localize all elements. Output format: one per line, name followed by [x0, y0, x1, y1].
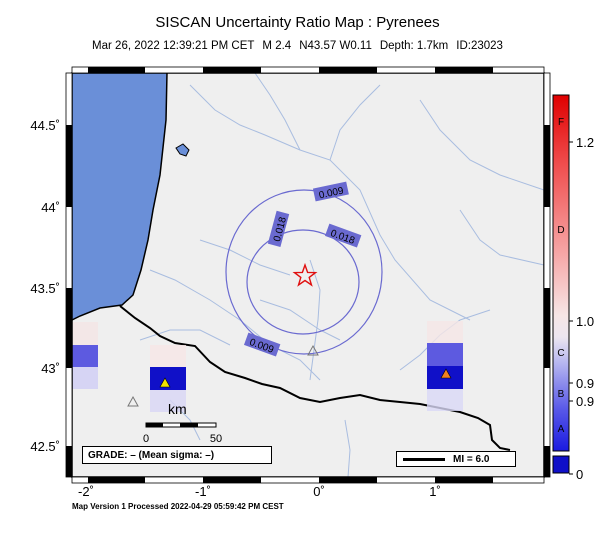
map-title: SISCAN Uncertainty Ratio Map : Pyrenees: [155, 14, 440, 31]
lat-label: 43˚: [41, 361, 60, 376]
coastline: [71, 72, 168, 321]
grade-label: C: [557, 348, 564, 359]
contour-labels: 0.009 0.018 0.018 0.009: [243, 181, 362, 357]
event-location: N43.57 W0.11: [299, 40, 372, 52]
stations: [127, 344, 452, 407]
scale-tick: 0: [143, 433, 149, 445]
colorbar-value: 0.9: [576, 376, 594, 391]
event-magnitude: M 2.4: [262, 40, 292, 52]
frame-ticks: [65, 66, 551, 484]
country-border: [119, 305, 511, 451]
contour-0009: [225, 189, 383, 355]
grade-box: GRADE: – (Mean sigma: –): [82, 446, 272, 464]
lon-label: -2˚: [78, 484, 94, 499]
contour-label: 0.009: [318, 185, 345, 201]
lat-label: 44˚: [41, 200, 60, 215]
scale-unit: km: [168, 401, 187, 417]
grade-label: B: [558, 389, 565, 400]
station-triangle-icon: [440, 368, 452, 379]
event-depth: Depth: 1.7km: [379, 40, 449, 52]
mi-text: MI = 6.0: [453, 454, 490, 465]
event-info: Mar 26, 2022 12:39:21 PM CET M 2.4 N43.57 …: [0, 40, 595, 52]
epicenter-star-icon: [292, 262, 318, 287]
grade-label: F: [558, 117, 564, 128]
lat-label: 43.5˚: [30, 281, 60, 296]
event-datetime: Mar 26, 2022 12:39:21 PM CET: [92, 40, 255, 52]
colorbar-grades: F D C B A: [557, 117, 564, 435]
contour-0018: [246, 229, 360, 335]
lat-label: 42.5˚: [30, 439, 60, 454]
colorbar-values: 1.2 1.0 0.9 0.9 0: [576, 135, 594, 482]
uncertainty-contours: [225, 189, 383, 355]
lon-label: -1˚: [195, 484, 211, 499]
lat-labels: 44.5˚ 44˚ 43.5˚ 43˚ 42.5˚: [30, 118, 60, 454]
mi-bar: [403, 458, 445, 461]
colorbar: F D C B A 1.2 1.0 0.9 0.9 0: [552, 94, 594, 482]
grade-label: D: [557, 225, 564, 236]
grade-label: A: [558, 424, 565, 435]
colorbar-value: 0.9: [576, 394, 594, 409]
scale-bar: km 0 50: [143, 401, 222, 445]
grid-cells: [72, 321, 463, 412]
station-triangle-icon: [127, 395, 139, 407]
grade-text: GRADE: – (Mean sigma: –): [88, 450, 215, 461]
station-triangle-icon: [159, 377, 171, 388]
colorbar-value: 1.0: [576, 314, 594, 329]
scale-tick: 50: [210, 433, 222, 445]
event-id: ID:23023: [456, 40, 503, 52]
lon-label: 1˚: [429, 484, 441, 499]
map-footer: Map Version 1 Processed 2022-04-29 05:59…: [72, 502, 284, 511]
lon-labels: -2˚ -1˚ 0˚ 1˚: [78, 484, 441, 499]
lat-label: 44.5˚: [30, 118, 60, 133]
mi-legend: MI = 6.0: [396, 451, 516, 467]
station-triangle-icon: [307, 344, 319, 356]
colorbar-value: 0: [576, 467, 583, 482]
estuary: [175, 143, 190, 157]
lon-label: 0˚: [313, 484, 325, 499]
colorbar-value: 1.2: [576, 135, 594, 150]
